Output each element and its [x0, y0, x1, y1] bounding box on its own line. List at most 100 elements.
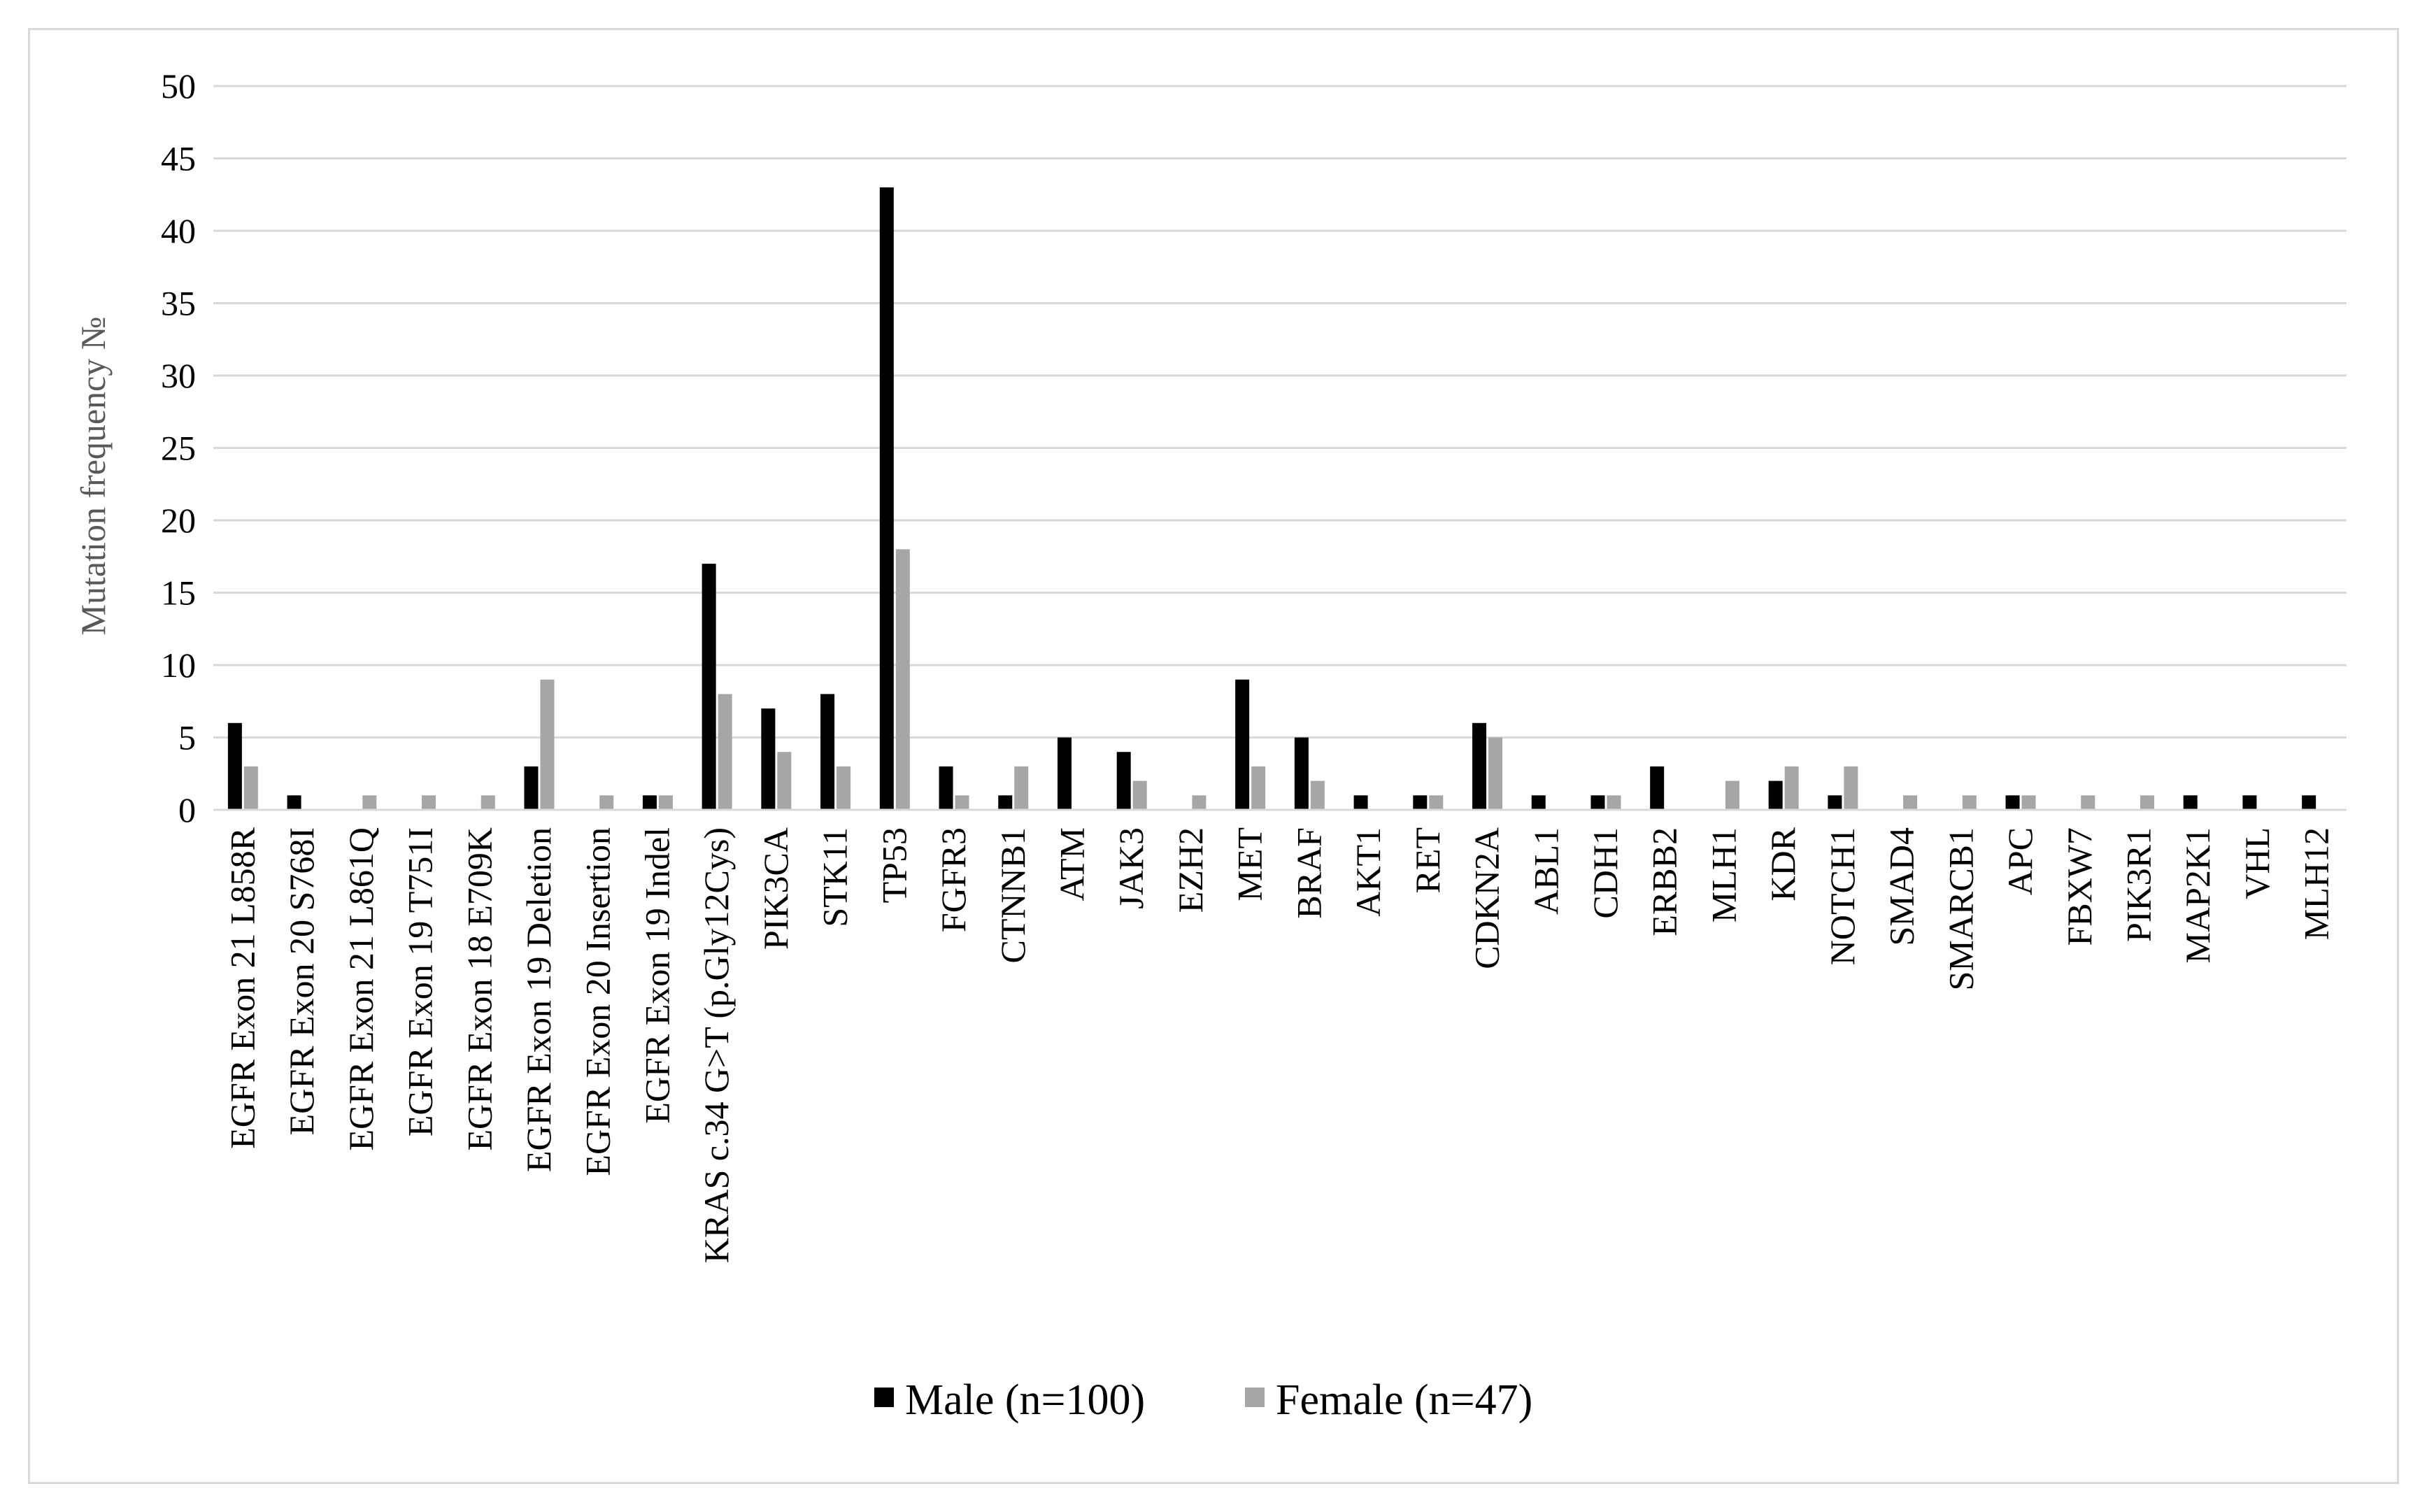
female-bar-egfr-exon-21-l861q: [362, 795, 377, 810]
male-bar-pik3ca: [761, 708, 776, 810]
y-tick-label: 15: [161, 573, 196, 613]
female-bar-egfr-exon-19-indel: [658, 795, 673, 810]
legend-label-male: Male (n=100): [905, 1376, 1145, 1424]
x-category-label: BRAF: [1289, 827, 1328, 919]
x-category-label: EGFR Exon 21 L861Q: [341, 827, 380, 1151]
male-bar-met: [1235, 679, 1250, 810]
female-bar-fgfr3: [955, 795, 969, 810]
legend-swatch-male: [874, 1388, 894, 1407]
x-category-label: TP53: [874, 827, 913, 903]
x-category-label: CDH1: [1586, 827, 1625, 919]
female-bar-pik3r1: [2140, 795, 2154, 810]
x-category-label: MET: [1230, 827, 1269, 901]
male-bar-atm: [1057, 737, 1072, 810]
female-bar-egfr-exon-19-t751i: [422, 795, 436, 810]
y-tick-label: 25: [161, 429, 196, 468]
x-category-label: SMARCB1: [1941, 827, 1980, 990]
x-category-label: KRAS c.34 G>T (p.Gly12Cys): [697, 827, 736, 1263]
x-category-label: RET: [1408, 827, 1447, 893]
female-bar-apc: [2021, 795, 2036, 810]
y-tick-label: 45: [161, 139, 196, 178]
male-bar-cdh1: [1590, 795, 1605, 810]
male-bar-abl1: [1531, 795, 1546, 810]
x-category-label: EGFR Exon 19 Deletion: [519, 827, 558, 1172]
x-category-label: MLH12: [2297, 827, 2336, 940]
male-bar-map2k1: [2183, 795, 2198, 810]
female-bar-fbxw7: [2081, 795, 2095, 810]
male-bar-fgfr3: [939, 766, 953, 810]
x-category-label: VHL: [2237, 827, 2277, 899]
female-bar-ret: [1429, 795, 1444, 810]
legend-label-female: Female (n=47): [1276, 1376, 1532, 1424]
female-bar-ezh2: [1192, 795, 1207, 810]
female-bar-smarcb1: [1962, 795, 1977, 810]
y-tick-label: 0: [178, 790, 196, 829]
female-bar-smad4: [1903, 795, 1918, 810]
female-bar-stk11: [837, 766, 851, 810]
male-bar-ctnnb1: [998, 795, 1013, 810]
x-category-label: APC: [2000, 827, 2040, 895]
x-category-label: EGFR Exon 18 E709K: [460, 827, 499, 1151]
female-bar-cdkn2a: [1488, 737, 1503, 810]
gridlines: [213, 85, 2347, 739]
y-tick-label: 20: [161, 501, 196, 540]
male-bar-apc: [2005, 795, 2020, 810]
y-axis-tick-labels: 0 5 10 15 20 25 30 35 40 45 50: [161, 66, 196, 829]
x-category-label: PIK3R1: [2119, 827, 2158, 942]
x-category-label: ERBB2: [1645, 827, 1684, 936]
female-bar-cdh1: [1607, 795, 1621, 810]
male-bar-kdr: [1768, 780, 1783, 810]
female-bar-ctnnb1: [1014, 766, 1029, 810]
female-bar-met: [1251, 766, 1266, 810]
x-category-label: EGFR Exon 19 T751I: [401, 827, 440, 1136]
x-category-label: MAP2K1: [2178, 827, 2217, 963]
male-bar-tp53: [879, 187, 894, 810]
male-bar-egfr-exon-19-indel: [642, 795, 657, 810]
male-bar-notch1: [1828, 795, 1842, 810]
bars: [227, 187, 2316, 810]
x-category-label: MLH1: [1704, 827, 1743, 922]
x-category-label: ATM: [1052, 827, 1091, 901]
female-bar-egfr-exon-19-deletion: [540, 679, 555, 810]
y-axis-title: Mutation frequency №: [73, 317, 113, 636]
female-bar-egfr-exon-20-insertion: [599, 795, 614, 810]
male-bar-erbb2: [1650, 766, 1665, 810]
male-bar-akt1: [1353, 795, 1368, 810]
male-bar-egfr-exon-20-s768i: [287, 795, 301, 810]
x-category-label: EGFR Exon 20 S768I: [282, 827, 321, 1135]
x-category-label: ABL1: [1526, 827, 1565, 915]
legend: Male (n=100) Female (n=47): [874, 1376, 1532, 1424]
x-category-label: CDKN2A: [1467, 827, 1507, 969]
x-category-label: EGFR Exon 19 Indel: [637, 827, 676, 1124]
male-bar-kras-c-34-g-t-p-gly12cys-: [702, 564, 716, 810]
female-bar-mlh1: [1725, 780, 1739, 810]
x-category-label: NOTCH1: [1823, 827, 1862, 965]
male-bar-mlh12: [2302, 795, 2316, 810]
female-bar-notch1: [1844, 766, 1858, 810]
female-bar-tp53: [895, 549, 910, 810]
male-bar-cdkn2a: [1472, 722, 1487, 810]
x-category-label: FBXW7: [2060, 827, 2099, 946]
x-category-label: AKT1: [1348, 827, 1388, 917]
x-category-label: SMAD4: [1882, 827, 1921, 946]
y-tick-label: 30: [161, 356, 196, 395]
female-bar-jak3: [1132, 780, 1147, 810]
x-category-label: EGFR Exon 20 Insertion: [578, 827, 618, 1176]
female-bar-egfr-exon-18-e709k: [481, 795, 495, 810]
y-tick-label: 5: [178, 718, 196, 757]
chart-frame: [28, 28, 2399, 1484]
male-bar-braf: [1294, 737, 1309, 810]
y-tick-label: 50: [161, 66, 196, 106]
x-category-label: KDR: [1763, 827, 1802, 901]
legend-swatch-female: [1245, 1388, 1265, 1407]
x-category-label: FGFR3: [934, 827, 973, 932]
female-bar-egfr-exon-21-l858r: [243, 766, 258, 810]
y-tick-label: 40: [161, 211, 196, 250]
male-bar-stk11: [820, 694, 835, 810]
x-category-label: EGFR Exon 21 L858R: [222, 827, 262, 1148]
female-bar-pik3ca: [777, 752, 792, 810]
female-bar-kras-c-34-g-t-p-gly12cys-: [718, 694, 732, 810]
female-bar-braf: [1310, 780, 1325, 810]
x-axis-category-labels: EGFR Exon 21 L858R EGFR Exon 20 S768I EGFR…: [222, 827, 2335, 1263]
